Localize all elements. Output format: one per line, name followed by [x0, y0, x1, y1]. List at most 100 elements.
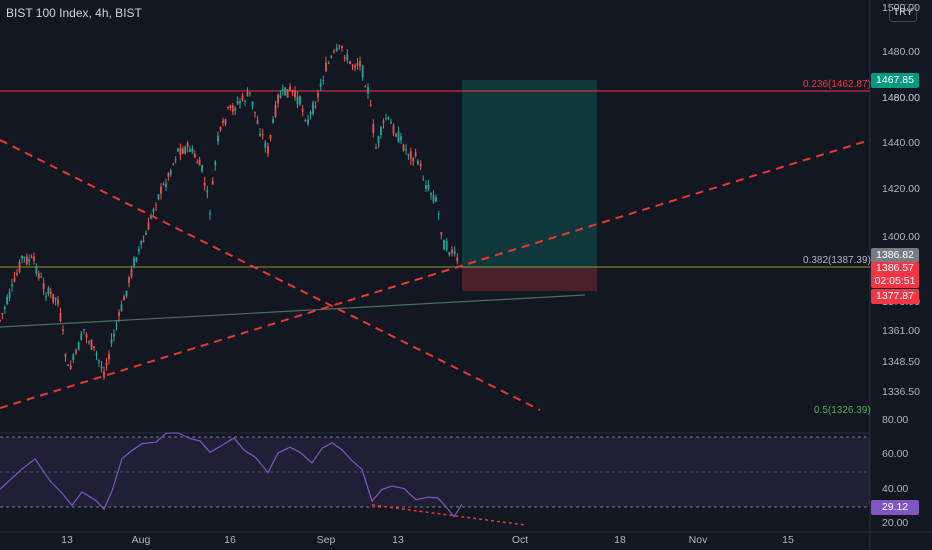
- price-tick: 1480.00: [882, 46, 920, 58]
- chart-title: BIST 100 Index, 4h, BIST: [6, 6, 142, 20]
- candle-body: [241, 95, 244, 101]
- candle-body: [62, 329, 64, 331]
- candle-body: [390, 122, 392, 124]
- position-profit-zone: [462, 80, 597, 268]
- candle-body: [105, 362, 108, 366]
- candle-body: [367, 87, 369, 94]
- candle-body: [95, 354, 98, 355]
- moving-average-line: [0, 294, 586, 328]
- candle-body: [272, 119, 274, 123]
- candle-body: [440, 232, 443, 235]
- candle-body: [387, 117, 390, 119]
- time-tick: 13: [392, 534, 404, 546]
- target-price-badge: 1467.85: [871, 73, 919, 88]
- candle-body: [189, 149, 191, 152]
- candle-body: [169, 170, 172, 175]
- candle-body: [224, 119, 227, 125]
- candle-body: [286, 89, 289, 98]
- candle-body: [359, 60, 361, 67]
- candle-body: [231, 105, 234, 112]
- candle-body: [201, 165, 203, 172]
- candle-body: [284, 87, 287, 96]
- stop-price-badge: 1377.87: [871, 289, 919, 304]
- candle-body: [1, 313, 4, 315]
- candle-body: [37, 273, 40, 279]
- candle-body: [3, 306, 6, 309]
- candle-body: [135, 257, 138, 262]
- candle-body: [392, 125, 395, 134]
- candle-body: [191, 148, 194, 152]
- time-tick: 16: [224, 534, 236, 546]
- candle-body: [145, 232, 147, 235]
- candle-body: [414, 152, 417, 157]
- candle-body: [249, 92, 251, 94]
- candle-body: [59, 313, 62, 321]
- candle-body: [407, 154, 410, 156]
- candle-body: [211, 180, 214, 185]
- candle-body: [435, 197, 437, 202]
- candle-body: [254, 111, 256, 114]
- candle-body: [83, 329, 85, 330]
- candle-body: [123, 296, 125, 301]
- price-tick: 1336.50: [882, 386, 920, 398]
- candle-body: [402, 144, 405, 151]
- candle-body: [142, 240, 145, 242]
- candle-body: [155, 204, 157, 206]
- candle-body: [165, 183, 167, 187]
- candle-body: [120, 304, 123, 311]
- candle-body: [239, 101, 241, 104]
- candle-body: [88, 341, 90, 343]
- candle-body: [113, 333, 115, 337]
- candle-body: [219, 127, 222, 130]
- candle-body: [174, 159, 177, 161]
- candle-body: [222, 120, 224, 124]
- time-tick: Oct: [511, 534, 529, 546]
- candle-body: [227, 107, 229, 108]
- candle-body: [8, 291, 11, 299]
- candle-body: [77, 342, 80, 351]
- candle-body: [140, 240, 143, 245]
- candle-body: [338, 45, 341, 47]
- candle-body: [244, 100, 246, 102]
- countdown-timer: 02:05:51: [874, 275, 916, 287]
- price-axis[interactable]: 1480.00 1480.00 1460.00 1440.00 1420.00 …: [870, 0, 932, 532]
- candle-body: [277, 94, 279, 104]
- candle-body: [98, 360, 100, 362]
- candle-body: [193, 153, 196, 158]
- candle-body: [419, 164, 422, 166]
- descending-trendline: [0, 139, 541, 411]
- candle-body: [167, 172, 170, 177]
- candle-body: [443, 240, 445, 250]
- candle-body: [325, 62, 327, 72]
- candle-body: [57, 299, 59, 305]
- candle-body: [317, 93, 319, 98]
- candle-body: [382, 120, 385, 124]
- candle-body: [354, 65, 356, 68]
- candle-body: [16, 273, 18, 275]
- price-tick: 1361.00: [882, 325, 920, 337]
- candle-body: [279, 95, 282, 98]
- candle-body: [267, 146, 269, 154]
- candle-body: [157, 194, 160, 200]
- candle-body: [13, 277, 16, 282]
- currency-button[interactable]: TRY: [889, 4, 917, 22]
- time-axis[interactable]: 13 Aug 16 Sep 13 Oct 18 Nov 15: [0, 532, 870, 550]
- candle-body: [307, 119, 309, 125]
- candle-body: [64, 354, 67, 357]
- price-tick: 1460.00: [882, 92, 920, 104]
- candle-body: [206, 190, 209, 193]
- candle-body: [80, 333, 83, 340]
- time-tick: 15: [782, 534, 794, 546]
- candle-body: [125, 290, 128, 296]
- price-tick: 1420.00: [882, 183, 920, 195]
- time-tick: Nov: [688, 534, 708, 546]
- candle-body: [203, 182, 206, 186]
- ascending-trendline: [0, 139, 871, 409]
- candle-body: [261, 134, 264, 136]
- candle-body: [209, 213, 211, 215]
- time-tick: 13: [61, 534, 73, 546]
- rsi-tick: 20.00: [882, 517, 909, 529]
- candle-body: [67, 364, 69, 366]
- rsi-line: [0, 432, 463, 518]
